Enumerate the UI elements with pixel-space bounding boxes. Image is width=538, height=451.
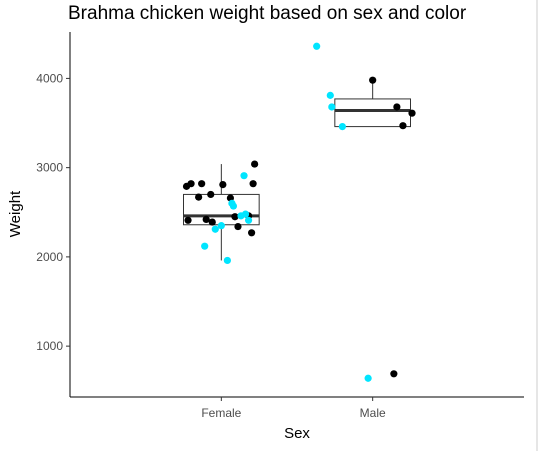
data-point bbox=[244, 216, 253, 224]
data-point bbox=[231, 213, 239, 221]
data-point bbox=[408, 109, 416, 117]
x-tick-label: Male bbox=[360, 406, 386, 420]
data-point bbox=[328, 103, 336, 111]
series-1-points bbox=[201, 42, 372, 382]
box-body bbox=[334, 98, 412, 128]
data-point bbox=[399, 122, 407, 130]
data-point bbox=[393, 103, 401, 111]
series-0-points bbox=[182, 76, 416, 378]
data-point bbox=[211, 225, 219, 233]
data-point bbox=[195, 193, 203, 201]
chart-title: Brahma chicken weight based on sex and c… bbox=[68, 3, 467, 24]
y-tick-label: 4000 bbox=[36, 71, 63, 85]
data-point bbox=[326, 91, 334, 99]
y-tick-label: 3000 bbox=[36, 161, 63, 175]
y-tick-label: 2000 bbox=[36, 250, 63, 264]
data-point bbox=[219, 181, 227, 189]
data-point bbox=[229, 202, 238, 210]
data-point bbox=[198, 180, 206, 188]
data-point bbox=[241, 210, 250, 218]
x-axis-ticks: Female Male bbox=[201, 397, 386, 420]
data-point bbox=[251, 160, 259, 168]
y-tick-label: 1000 bbox=[36, 339, 63, 353]
data-point bbox=[223, 256, 231, 265]
data-point bbox=[187, 180, 195, 188]
plot-area bbox=[182, 42, 416, 382]
x-tick-label: Female bbox=[201, 406, 241, 420]
data-point bbox=[217, 222, 225, 230]
data-point bbox=[249, 180, 257, 188]
data-point bbox=[201, 242, 209, 250]
y-axis-ticks: 1000 2000 3000 4000 bbox=[36, 71, 70, 353]
y-axis-title: Weight bbox=[7, 190, 24, 237]
data-point bbox=[369, 76, 377, 84]
data-point bbox=[364, 374, 372, 382]
data-point bbox=[390, 370, 398, 378]
data-point bbox=[207, 190, 215, 199]
data-point bbox=[248, 229, 256, 237]
window-edge bbox=[536, 0, 538, 451]
data-point bbox=[234, 222, 242, 231]
data-point bbox=[240, 172, 248, 180]
data-point bbox=[338, 122, 346, 131]
x-axis-title: Sex bbox=[284, 425, 310, 442]
data-point bbox=[208, 218, 216, 226]
data-point bbox=[202, 215, 210, 224]
box-male bbox=[334, 80, 412, 128]
data-point bbox=[184, 216, 192, 224]
data-point bbox=[313, 42, 321, 50]
